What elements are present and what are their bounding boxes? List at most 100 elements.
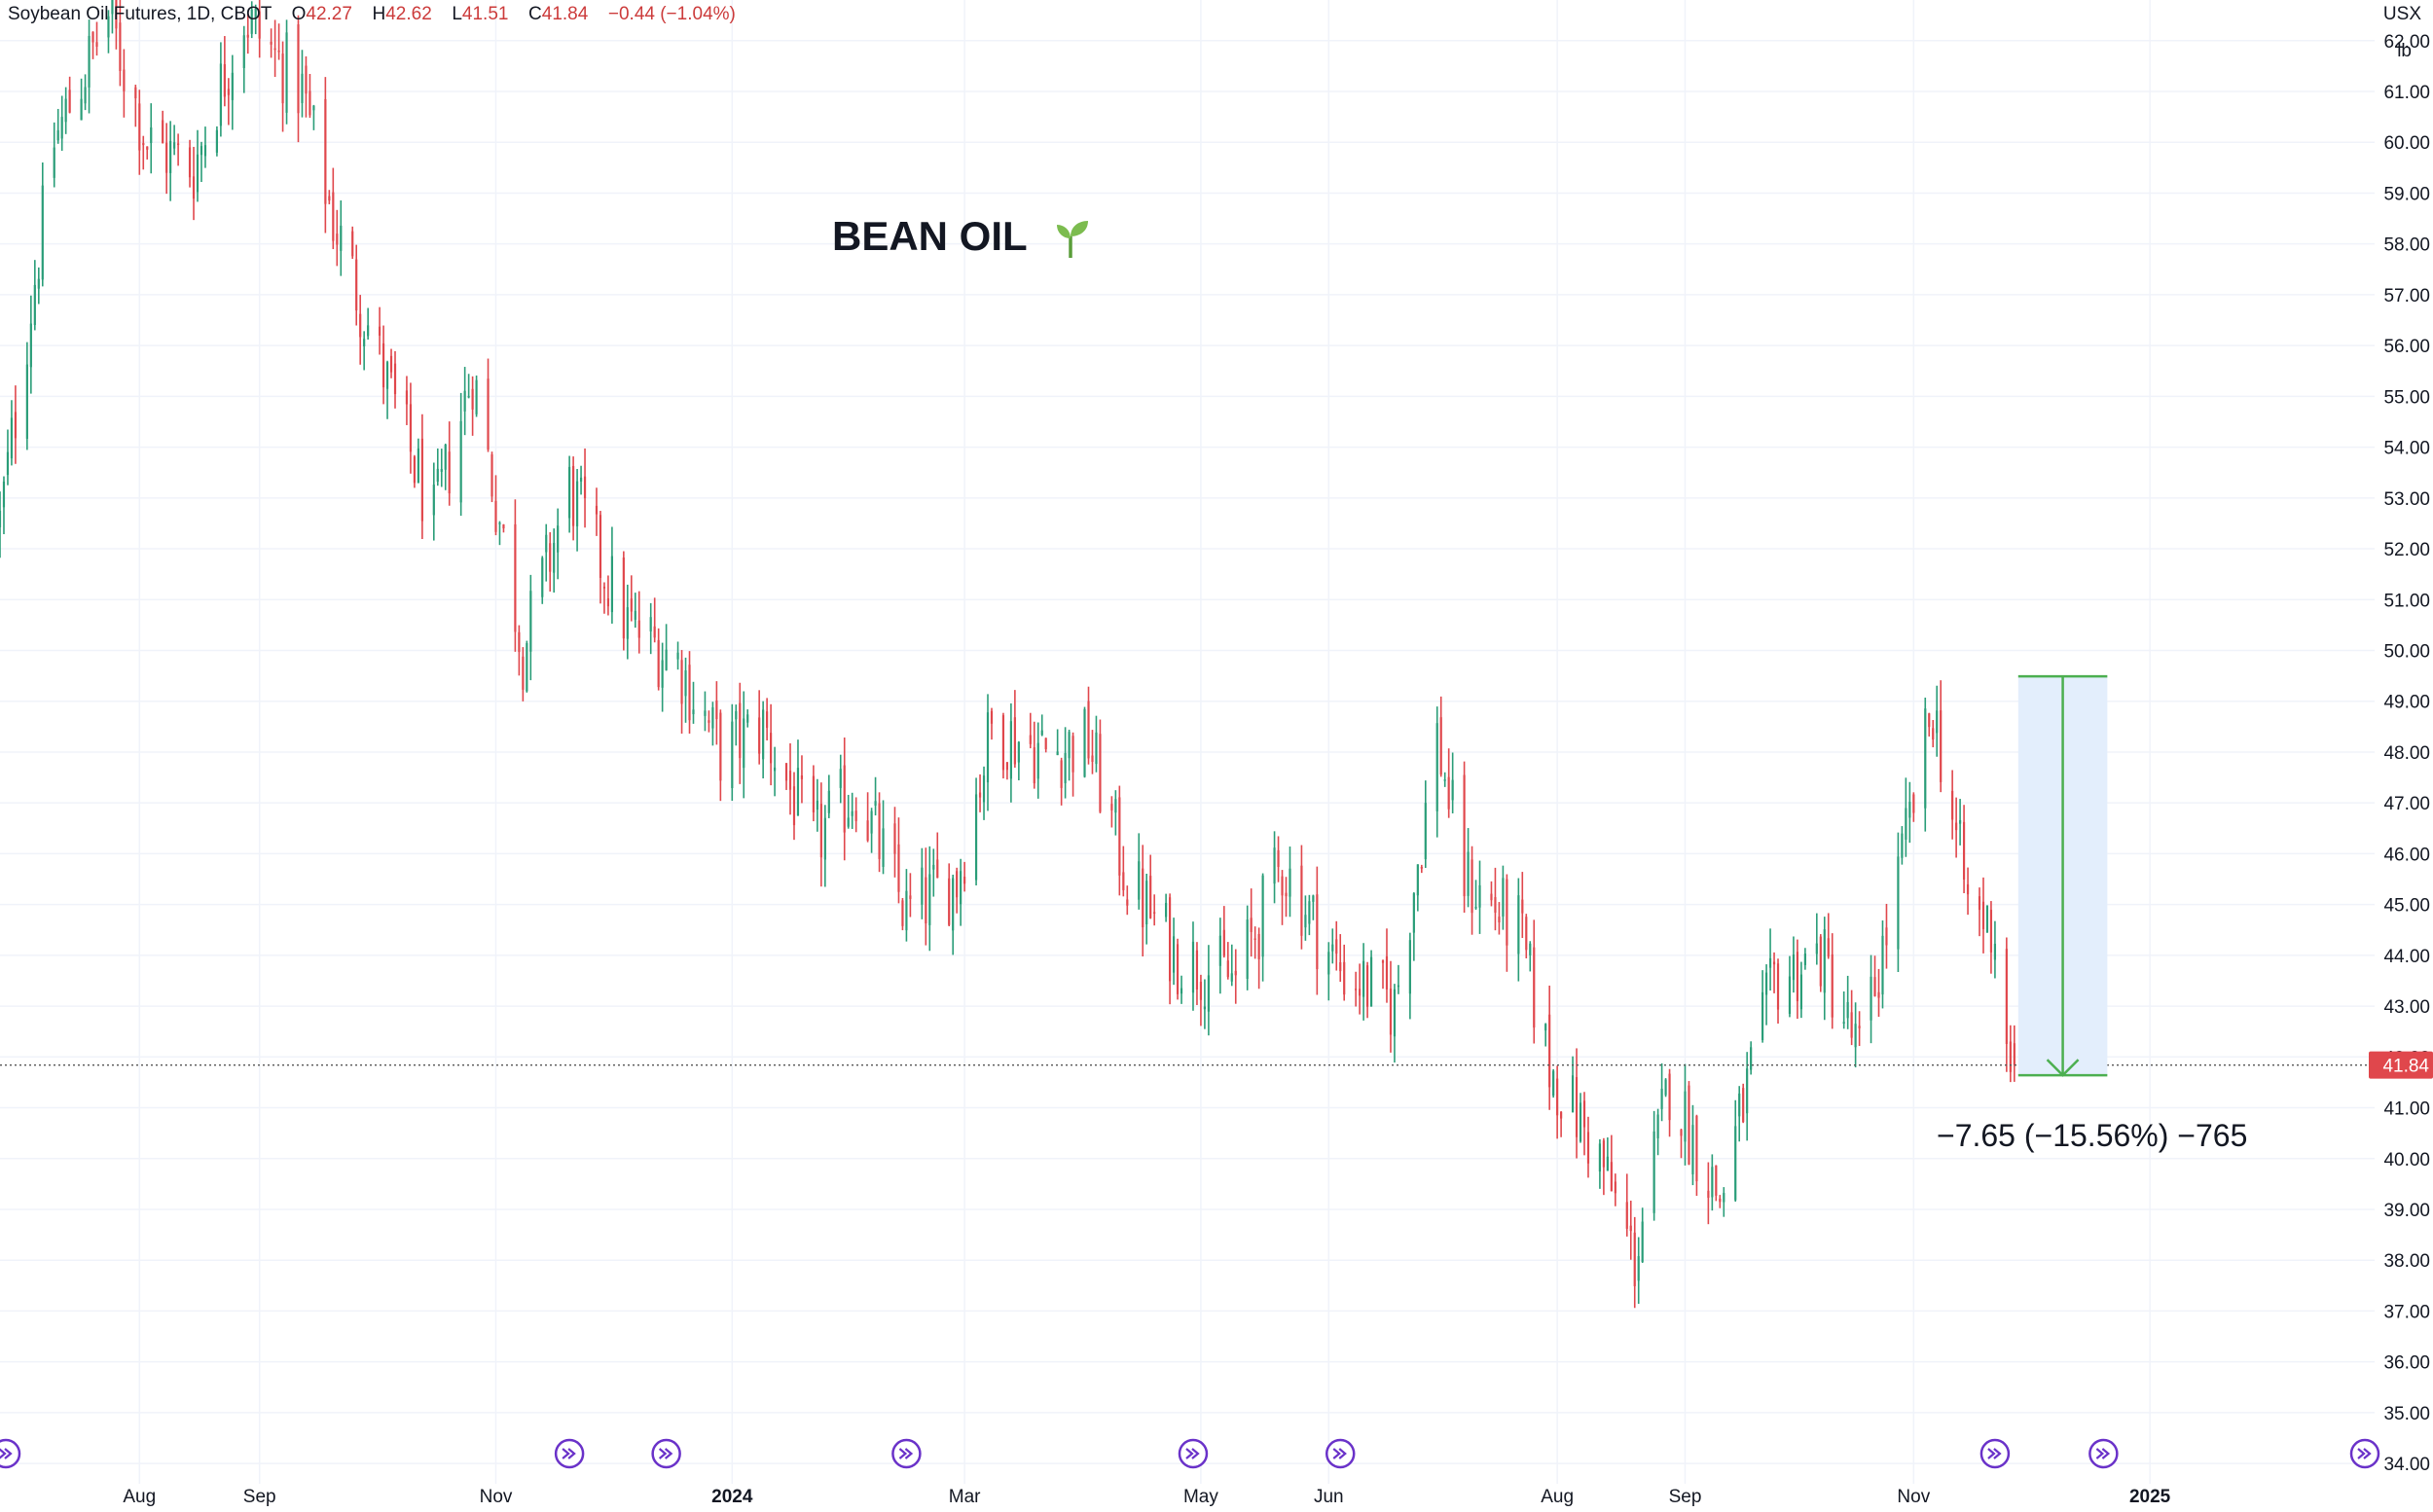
candle-body xyxy=(305,65,308,94)
candle xyxy=(1978,887,1981,937)
candle xyxy=(948,863,951,926)
candle xyxy=(1823,917,1826,1021)
candle-body xyxy=(111,0,114,15)
event-marker-icon[interactable] xyxy=(1178,1438,1209,1469)
time-tick-label: 2024 xyxy=(711,1487,753,1507)
event-marker-icon[interactable] xyxy=(2088,1438,2119,1469)
candle xyxy=(711,702,714,746)
candle xyxy=(1029,712,1032,749)
candle-body xyxy=(854,810,857,821)
candle-body xyxy=(1490,893,1493,901)
candle-body xyxy=(1327,952,1330,975)
candle xyxy=(952,874,955,955)
candle-body xyxy=(1281,876,1284,896)
candle-body xyxy=(2013,1043,2015,1065)
candle xyxy=(1582,1092,1586,1156)
candle xyxy=(363,331,366,371)
candle-body xyxy=(1912,794,1915,813)
candle xyxy=(839,754,842,804)
candle xyxy=(14,385,18,464)
candle-body xyxy=(1905,808,1907,840)
event-marker-icon[interactable] xyxy=(651,1438,681,1469)
candle-body xyxy=(1873,977,1876,996)
candle-body xyxy=(1815,943,1818,954)
candle-body xyxy=(1582,1100,1586,1128)
candle-body xyxy=(557,525,560,553)
candle-body xyxy=(1207,975,1210,1012)
candle xyxy=(1897,832,1900,972)
candle-body xyxy=(878,803,881,859)
candle-body xyxy=(568,466,571,519)
candle xyxy=(305,55,308,118)
candle xyxy=(529,574,532,681)
candle xyxy=(602,582,606,614)
event-marker-icon[interactable] xyxy=(2349,1438,2380,1469)
price-tick-label: 35.00 xyxy=(2383,1404,2430,1424)
candle-body xyxy=(1936,710,1939,734)
candle-body xyxy=(978,792,982,798)
price-tick-label: 52.00 xyxy=(2383,540,2430,560)
candle xyxy=(909,873,912,918)
candle-body xyxy=(1575,1077,1579,1137)
price-tick-label: 59.00 xyxy=(2383,184,2430,204)
candle-body xyxy=(518,631,521,653)
candle-body xyxy=(630,598,633,612)
candle-body xyxy=(487,378,490,450)
candle-body xyxy=(634,610,636,620)
price-tick-label: 40.00 xyxy=(2383,1150,2430,1170)
time-tick-label: Nov xyxy=(1897,1487,1930,1507)
candle xyxy=(1365,961,1369,1019)
candle-body xyxy=(1877,991,1880,998)
candle-body xyxy=(1064,752,1067,783)
candle xyxy=(1191,921,1195,1011)
candle-body xyxy=(301,73,304,103)
candle xyxy=(684,657,687,723)
candle-body xyxy=(649,617,652,631)
candle xyxy=(1416,864,1419,912)
event-marker-icon[interactable] xyxy=(1979,1438,2011,1469)
candle-body xyxy=(553,542,556,573)
candle xyxy=(986,694,990,811)
event-marker-icon[interactable] xyxy=(554,1438,585,1469)
event-marker-icon[interactable] xyxy=(891,1438,922,1469)
event-marker-icon[interactable] xyxy=(0,1438,21,1469)
candle xyxy=(1502,865,1505,930)
candle xyxy=(471,376,474,436)
candle-body xyxy=(1335,939,1338,954)
price-tick-label: 62.00 xyxy=(2383,32,2430,53)
candle xyxy=(1614,1173,1616,1206)
candle-body xyxy=(29,323,32,368)
candle xyxy=(432,462,435,541)
candle xyxy=(1009,702,1012,803)
candle xyxy=(1525,914,1528,958)
candle xyxy=(219,42,222,137)
candle-body xyxy=(1060,760,1063,788)
candle xyxy=(1222,906,1225,958)
candle-body xyxy=(1029,735,1032,744)
candle xyxy=(1412,892,1415,961)
candle-body xyxy=(1633,1232,1636,1286)
candle-body xyxy=(2005,949,2008,1044)
candle xyxy=(1819,934,1822,992)
low-value: 41.51 xyxy=(461,4,509,24)
candle xyxy=(1877,968,1880,1018)
candle xyxy=(1289,846,1291,918)
candle-body xyxy=(1369,956,1373,1007)
candle xyxy=(1083,706,1086,778)
candle-body xyxy=(1870,976,1872,1021)
candle xyxy=(498,521,501,546)
candle-body xyxy=(1253,938,1256,940)
candle xyxy=(1858,1011,1861,1047)
candle-body xyxy=(1831,954,1834,1018)
candle xyxy=(1738,1086,1741,1142)
candle-body xyxy=(1246,919,1249,980)
event-marker-icon[interactable] xyxy=(1325,1438,1356,1469)
candle-body xyxy=(870,810,873,834)
candle-body xyxy=(68,90,71,113)
candle xyxy=(203,126,207,168)
candle-body xyxy=(1312,895,1315,902)
candle xyxy=(626,584,629,660)
candle xyxy=(351,226,354,260)
candle-body xyxy=(743,718,745,769)
